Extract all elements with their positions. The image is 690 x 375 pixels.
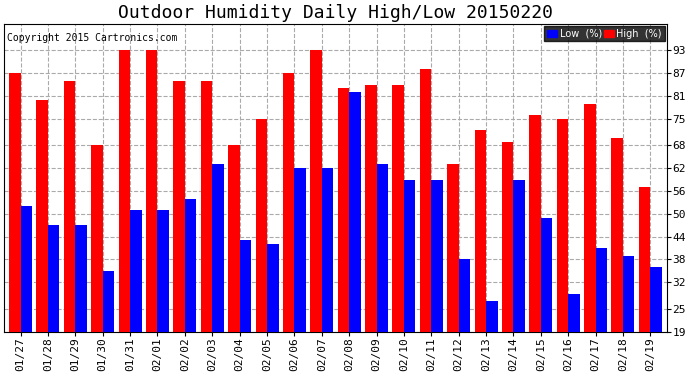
Bar	[365, 84, 377, 332]
Bar	[185, 198, 197, 332]
Bar	[584, 104, 595, 332]
Bar	[611, 138, 623, 332]
Bar	[393, 84, 404, 332]
Title: Outdoor Humidity Daily High/Low 20150220: Outdoor Humidity Daily High/Low 20150220	[118, 4, 553, 22]
Bar	[651, 267, 662, 332]
Bar	[267, 244, 279, 332]
Bar	[37, 100, 48, 332]
Bar	[623, 255, 635, 332]
Bar	[541, 217, 552, 332]
Bar	[213, 164, 224, 332]
Bar	[103, 271, 115, 332]
Bar	[447, 164, 459, 332]
Bar	[48, 225, 59, 332]
Text: Copyright 2015 Cartronics.com: Copyright 2015 Cartronics.com	[8, 33, 178, 43]
Bar	[255, 119, 267, 332]
Bar	[239, 240, 251, 332]
Bar	[283, 73, 295, 332]
Bar	[157, 210, 169, 332]
Bar	[21, 206, 32, 332]
Bar	[322, 168, 333, 332]
Bar	[9, 73, 21, 332]
Bar	[295, 168, 306, 332]
Bar	[404, 180, 415, 332]
Bar	[337, 88, 349, 332]
Legend: Low  (%), High  (%): Low (%), High (%)	[544, 26, 665, 42]
Bar	[557, 119, 568, 332]
Bar	[420, 69, 431, 332]
Bar	[486, 301, 497, 332]
Bar	[377, 164, 388, 332]
Bar	[349, 92, 361, 332]
Bar	[173, 81, 185, 332]
Bar	[568, 294, 580, 332]
Bar	[119, 50, 130, 332]
Bar	[75, 225, 87, 332]
Bar	[310, 50, 322, 332]
Bar	[130, 210, 141, 332]
Bar	[91, 146, 103, 332]
Bar	[431, 180, 443, 332]
Bar	[475, 130, 486, 332]
Bar	[639, 187, 651, 332]
Bar	[513, 180, 525, 332]
Bar	[201, 81, 213, 332]
Bar	[502, 141, 513, 332]
Bar	[459, 260, 470, 332]
Bar	[228, 146, 239, 332]
Bar	[146, 50, 157, 332]
Bar	[595, 248, 607, 332]
Bar	[529, 115, 541, 332]
Bar	[64, 81, 75, 332]
